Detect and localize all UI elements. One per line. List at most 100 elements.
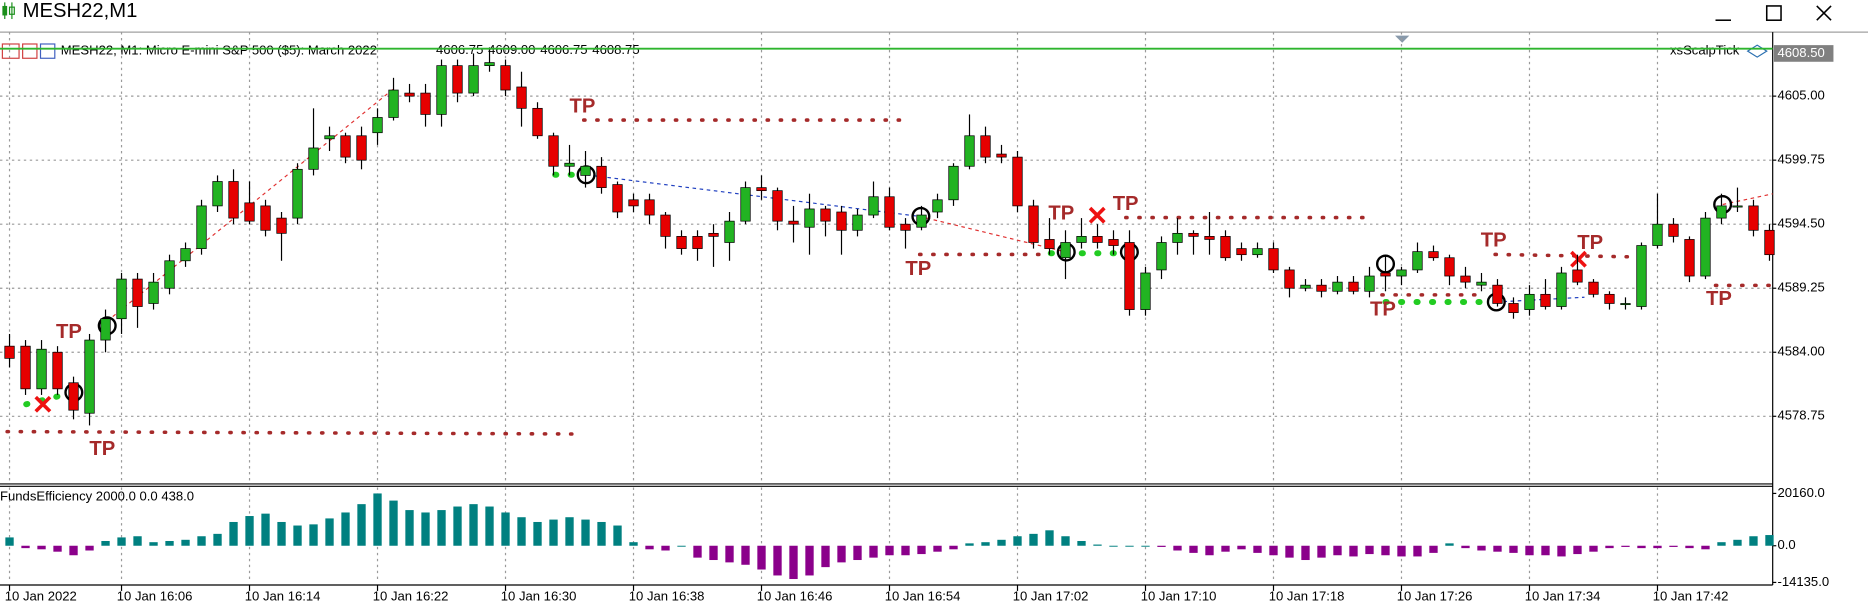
histogram-bar: [261, 513, 270, 546]
histogram-bar: [725, 545, 734, 563]
histogram-bar: [1317, 545, 1326, 558]
candle-body: [788, 220, 799, 225]
candle-body: [692, 236, 703, 249]
histogram-bar: [1493, 545, 1502, 552]
histogram-bar: [917, 545, 926, 555]
tp-label: TP: [569, 95, 595, 117]
histogram-bar: [613, 525, 622, 546]
candle-body: [628, 199, 639, 207]
window-icon: [2, 2, 15, 20]
window-title: MESH22,M1: [23, 0, 138, 22]
y-tick-label: 4605.00: [1777, 88, 1824, 103]
candle-body: [548, 135, 559, 167]
maximize-button[interactable]: [1765, 5, 1782, 21]
histogram-bar: [357, 504, 366, 546]
candle-body: [836, 211, 847, 231]
signals: TP TP TP TP TP TP TP TP TP TP: [5, 88, 1775, 460]
histogram-bar: [821, 545, 830, 568]
plot: 4608.50: [0, 45, 1834, 580]
candle-body: [1460, 275, 1471, 283]
tp-label: TP: [1706, 288, 1732, 310]
candle-body: [1444, 257, 1455, 277]
candle-body: [1060, 242, 1071, 259]
candle-body: [804, 208, 815, 228]
candle-body: [980, 135, 991, 158]
y-tick-label: 4584.00: [1777, 344, 1824, 359]
candle-body: [4, 345, 15, 359]
histogram-bar: [1429, 545, 1438, 553]
candle-body: [564, 162, 575, 167]
histogram-bar: [1077, 540, 1086, 546]
histogram-bar: [1621, 545, 1630, 547]
histogram-bar: [901, 545, 910, 556]
candle-body: [1044, 239, 1055, 249]
close-button[interactable]: [1816, 5, 1832, 21]
candle-body: [84, 339, 95, 414]
histogram-bar: [1717, 542, 1726, 546]
histogram-bar: [805, 545, 814, 576]
histogram-bar: [1221, 545, 1230, 552]
candle-body: [500, 65, 511, 91]
histogram-bar: [1301, 545, 1310, 561]
candle-body: [1188, 232, 1199, 237]
candle-body: [1300, 284, 1311, 289]
chart-ohlc: 4606.75 4609.00 4606.75 4608.75: [436, 43, 640, 58]
histogram-bar: [1013, 536, 1022, 546]
histogram-bar: [1141, 545, 1150, 547]
candle-body: [660, 214, 671, 237]
histogram-bar: [501, 512, 510, 546]
candle-body: [1492, 284, 1503, 304]
y-tick-label: 4578.75: [1777, 408, 1824, 423]
histogram-bar: [469, 504, 478, 546]
candle-body: [20, 345, 31, 390]
candle-body: [1332, 281, 1343, 292]
histogram-bar: [1733, 539, 1742, 546]
histogram-bar: [1173, 545, 1182, 551]
histogram-bar: [869, 545, 878, 558]
histogram-bar: [1749, 536, 1758, 546]
x-tick-label: 10 Jan 17:26: [1397, 588, 1473, 603]
candle-body: [1172, 232, 1183, 243]
candle-body: [772, 190, 783, 222]
candle-body: [708, 232, 719, 237]
histogram-bar: [1637, 545, 1646, 549]
histogram-bar: [1125, 545, 1134, 547]
candle-body: [884, 196, 895, 228]
indicator-title: FundsEfficiency 2000.0 0.0 438.0: [0, 488, 194, 503]
tp-label: TP: [56, 321, 82, 343]
histogram-bar: [5, 537, 14, 546]
candle-body: [116, 278, 127, 320]
close-marks: [34, 206, 1587, 413]
histogram-bar: [1413, 545, 1422, 557]
candle-body: [1508, 303, 1519, 313]
histogram-bar: [789, 545, 798, 580]
histogram-bar: [597, 521, 606, 546]
last-price-label: 4608.50: [1777, 45, 1824, 60]
histogram-bar: [565, 517, 574, 546]
candle-body: [1140, 272, 1151, 310]
x-tick-label: 10 Jan 16:38: [629, 588, 705, 603]
candle-body: [1716, 205, 1727, 219]
histogram-bar: [1397, 545, 1406, 557]
candle-body: [420, 92, 431, 115]
candle-body: [676, 236, 687, 249]
histogram-bar: [1653, 545, 1662, 549]
histogram-bar: [1525, 545, 1534, 556]
candle-body: [900, 223, 911, 231]
candle-body: [580, 165, 591, 176]
histogram-bar: [1253, 545, 1262, 553]
candle-body: [1748, 205, 1759, 231]
candle-body: [1636, 245, 1647, 307]
histogram-bar: [293, 525, 302, 546]
candle-body: [436, 65, 447, 115]
histogram-bar: [741, 545, 750, 565]
histogram-bar: [341, 512, 350, 546]
histogram-bar: [101, 540, 110, 546]
histogram-bar: [165, 540, 174, 546]
histogram-bar: [453, 506, 462, 546]
ohlc-value: 4608.75: [592, 43, 639, 58]
histogram-bar: [773, 545, 782, 576]
histogram-bar: [1669, 545, 1678, 547]
tp-label: TP: [905, 258, 931, 280]
